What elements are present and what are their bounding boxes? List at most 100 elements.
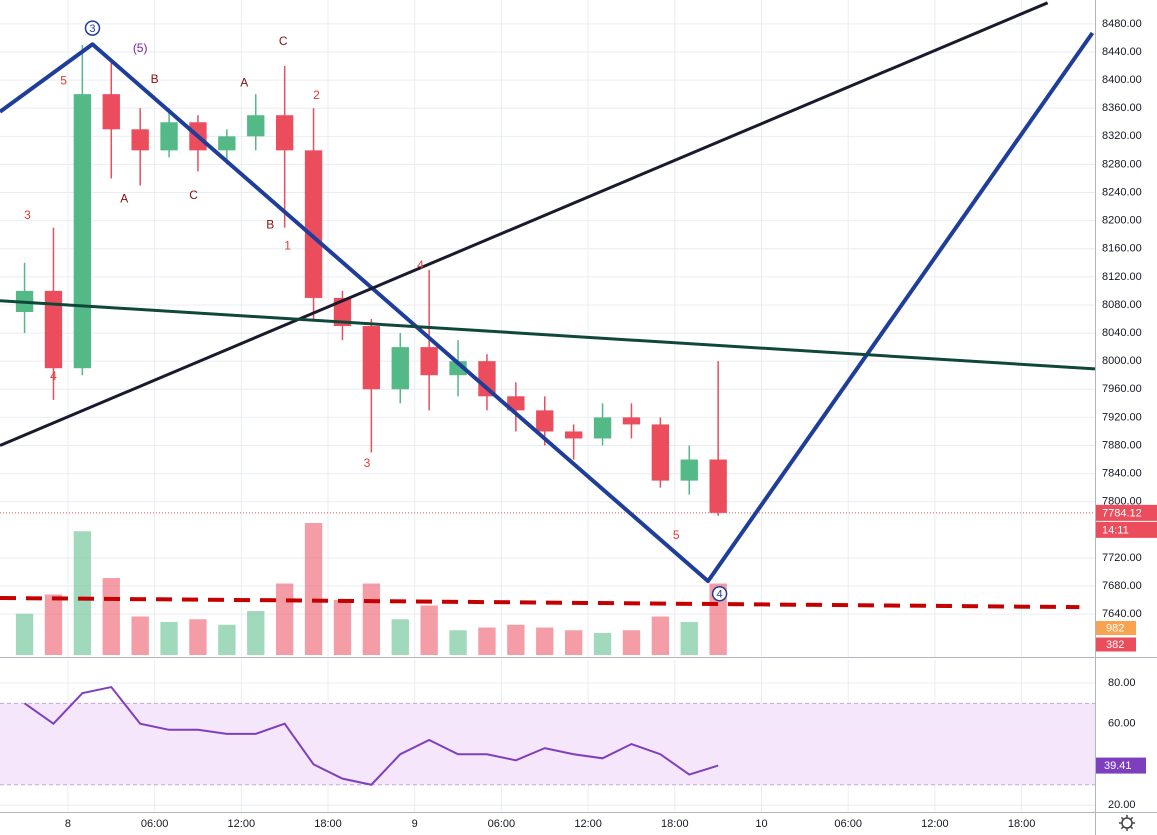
candle-body: [44, 290, 63, 369]
volume-tag-bg: [1096, 620, 1136, 635]
x-tick-label: 18:00: [314, 818, 342, 830]
volume-tag: 982: [1106, 622, 1124, 634]
y-tick-label: 8040.00: [1102, 327, 1142, 339]
x-tick-label: 9: [412, 818, 418, 830]
wave-label: B: [151, 72, 159, 86]
candle-body: [536, 410, 554, 432]
volume-bar: [507, 624, 525, 655]
volume-bar: [333, 600, 352, 655]
volume-bar: [391, 619, 409, 655]
y-tick-label: 7640.00: [1102, 608, 1142, 620]
volume-bar: [709, 583, 727, 655]
y-tick-label: 8240.00: [1102, 186, 1142, 198]
last-price-tag-bg: [1096, 504, 1157, 521]
volume-bar: [160, 622, 178, 655]
y-tick-label: 7800.00: [1102, 496, 1142, 508]
volume-bar: [247, 611, 265, 655]
candle-body: [362, 326, 381, 390]
candle-body: [247, 115, 265, 137]
volume-bar: [189, 619, 207, 655]
y-tick-label: 7840.00: [1102, 468, 1142, 480]
y-tick-label: 8440.00: [1102, 46, 1142, 58]
y-tick-label: 8400.00: [1102, 74, 1142, 86]
candle-body: [73, 94, 92, 369]
y-tick-label: 8200.00: [1102, 215, 1142, 227]
wave-label: 3: [364, 456, 371, 470]
candle-body: [651, 424, 670, 481]
candle-body: [304, 150, 323, 298]
rsi-tag: 39.41: [1104, 760, 1132, 772]
y-tick-label: 8160.00: [1102, 243, 1142, 255]
wave-label: A: [240, 75, 248, 89]
volume-bar: [622, 630, 641, 655]
x-tick-label: 18:00: [661, 818, 689, 830]
last-price-tag: 7784.12: [1102, 507, 1142, 519]
candle-body: [593, 417, 612, 439]
volume-bar: [564, 630, 583, 655]
wave-label: A: [120, 191, 128, 205]
wave-label: B: [266, 217, 274, 231]
candle-body: [478, 361, 496, 397]
x-tick-label: 06:00: [834, 818, 862, 830]
candle-body: [564, 431, 583, 439]
x-tick-label: 06:00: [141, 818, 169, 830]
volume-bar: [593, 633, 612, 655]
rsi-band: [0, 703, 1095, 785]
rsi-tick-label: 20.00: [1108, 799, 1136, 811]
countdown-tag: 14:11: [1102, 524, 1129, 536]
settings-icon[interactable]: [1119, 815, 1135, 831]
candle-body: [709, 459, 727, 513]
candle-body: [160, 122, 178, 151]
wave-circle: [84, 20, 101, 36]
y-tick-label: 8280.00: [1102, 158, 1142, 170]
y-tick-label: 7920.00: [1102, 411, 1142, 423]
candle-body: [102, 94, 120, 130]
trend-line: [0, 31, 1095, 584]
trend-line: [0, 299, 1096, 371]
trend-line: [0, 1, 1049, 447]
x-tick-label: 10: [755, 818, 767, 830]
volume-bar: [304, 523, 323, 655]
y-tick-label: 7880.00: [1102, 439, 1142, 451]
volume-bar: [44, 594, 63, 655]
volume-bar: [275, 583, 294, 655]
y-tick-label: 7960.00: [1102, 383, 1142, 395]
grid: [0, 0, 1095, 812]
wave-circle: [711, 586, 728, 602]
wave-label: 1: [284, 238, 291, 252]
x-tick-label: 12:00: [921, 818, 949, 830]
rsi-tick-label: 60.00: [1108, 718, 1136, 730]
candle-body: [218, 136, 236, 151]
volume-tag: 382: [1106, 639, 1124, 651]
y-tick-label: 8360.00: [1102, 102, 1142, 114]
candle-body: [391, 347, 409, 390]
candle-body: [131, 129, 149, 151]
volume-bar: [651, 616, 670, 655]
wave-label: (5): [133, 41, 148, 55]
plot: [0, 44, 1095, 786]
x-tick-label: 18:00: [1008, 818, 1036, 830]
volume-bar: [15, 613, 34, 655]
y-tick-label: 8320.00: [1102, 130, 1142, 142]
wave-label: 3: [24, 208, 31, 222]
wave-label: 2: [313, 88, 320, 102]
axes: 8 06:00 12:00 18:00 9 06:00 12:00 18:00 10 06:00 1…: [65, 18, 1157, 830]
volume-tag-bg: [1096, 637, 1136, 652]
wave-label: C: [189, 188, 198, 202]
candle-body: [275, 115, 294, 151]
x-tick-label: 12:00: [574, 818, 602, 830]
wave-label: 4: [717, 589, 723, 601]
volume-bar: [680, 622, 698, 655]
volume-bar: [102, 578, 120, 655]
y-tick-label: 7720.00: [1102, 552, 1142, 564]
candle-body: [507, 396, 525, 411]
y-tick-label: 8000.00: [1102, 355, 1142, 367]
candle-body: [420, 347, 438, 376]
candle-body: [622, 417, 641, 425]
countdown-tag-bg: [1096, 521, 1157, 538]
wave-label: 5: [673, 528, 680, 542]
rsi-tick-label: 80.00: [1108, 677, 1136, 689]
